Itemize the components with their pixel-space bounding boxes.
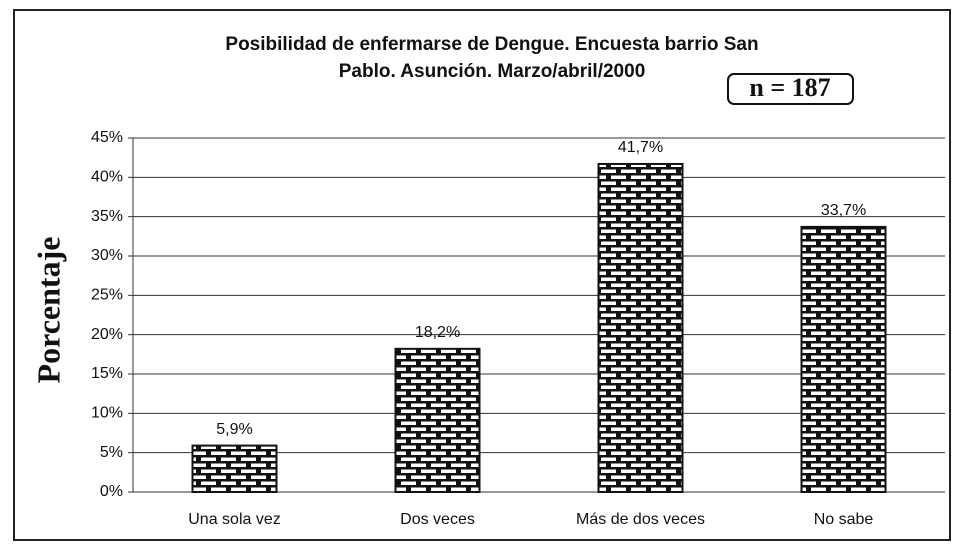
y-tick-label: 30% — [91, 247, 123, 264]
annotation-box — [727, 73, 854, 105]
y-tick-label: 5% — [100, 444, 123, 461]
x-tick-label: No sabe — [814, 511, 874, 528]
value-label: 41,7% — [618, 139, 663, 156]
bar — [800, 225, 887, 493]
y-tick-label: 25% — [91, 287, 123, 304]
y-tick-label: 35% — [91, 208, 123, 225]
value-label: 5,9% — [216, 421, 252, 438]
chart-title: Posibilidad de enfermarse de Dengue. Enc… — [225, 34, 758, 55]
y-tick-label: 45% — [91, 129, 123, 146]
y-tick-label: 15% — [91, 365, 123, 382]
x-tick-label: Más de dos veces — [576, 511, 705, 528]
bar — [191, 444, 278, 494]
y-axis-label: Porcentaje — [30, 237, 66, 384]
value-label: 33,7% — [821, 202, 866, 219]
bar — [394, 347, 481, 493]
x-tick-label: Una sola vez — [188, 511, 281, 528]
y-tick-label: 20% — [91, 326, 123, 343]
value-label: 18,2% — [415, 324, 460, 341]
frame — [13, 9, 951, 541]
bar — [597, 162, 684, 494]
y-tick-label: 40% — [91, 169, 123, 186]
y-tick-label: 10% — [91, 405, 123, 422]
y-tick-label: 0% — [100, 483, 123, 500]
x-tick-label: Dos veces — [400, 511, 475, 528]
chart-title: Pablo. Asunción. Marzo/abril/2000 — [339, 61, 646, 82]
annotation: n = 187 — [749, 73, 830, 102]
